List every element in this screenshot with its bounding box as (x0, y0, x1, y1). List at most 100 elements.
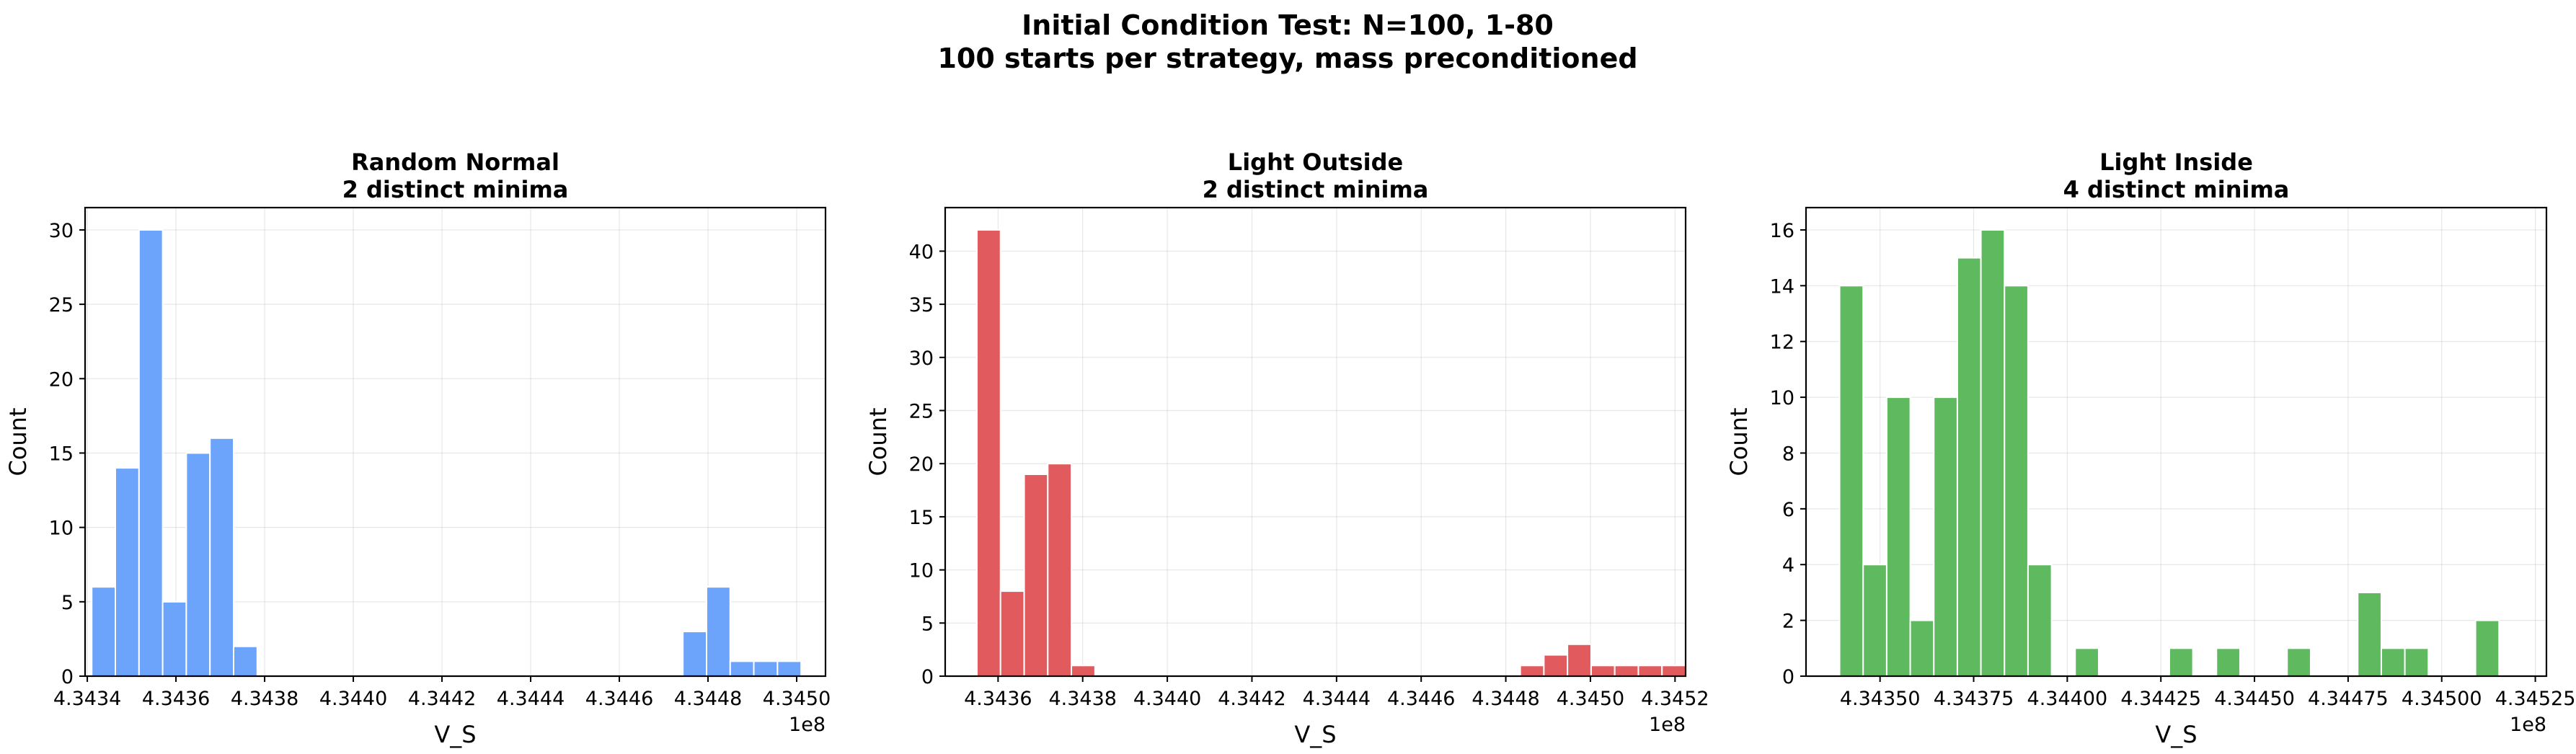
x-axis-label: V_S (1294, 721, 1336, 748)
x-axis-label: V_S (434, 721, 476, 748)
y-tick-label: 40 (909, 241, 934, 263)
histogram-bar (2004, 285, 2029, 678)
y-tick-label: 5 (921, 613, 934, 635)
histogram-bar (209, 437, 235, 677)
axes-frame (84, 206, 827, 678)
histogram-bar (776, 660, 802, 677)
x-tick-label: 4.34375 (1934, 688, 2014, 710)
panel-title-line1: Light Outside (1228, 148, 1403, 176)
x-tick-label: 4.3452 (1641, 688, 1709, 710)
histogram-bar (2168, 647, 2194, 677)
histogram-bar (233, 645, 258, 678)
y-tick-label: 20 (49, 368, 74, 391)
histogram-bar (2380, 647, 2406, 677)
x-tick-label: 4.34450 (2214, 688, 2295, 710)
y-tick-label: 10 (49, 518, 74, 540)
x-tick-label: 4.3444 (497, 688, 565, 710)
histogram-bars (91, 229, 802, 678)
panel-title-line1: Random Normal (351, 148, 559, 176)
x-offset-label: 1e8 (789, 714, 826, 736)
y-tick-label: 0 (1782, 666, 1794, 688)
y-tick-label: 10 (1770, 387, 1794, 409)
histogram-bar (185, 452, 211, 677)
histogram-bar (1862, 564, 1887, 677)
x-tick-label: 4.34525 (2495, 688, 2576, 710)
x-tick-label: 4.3442 (1218, 688, 1285, 710)
histogram-bar (138, 229, 164, 677)
x-tick-label: 4.3446 (585, 688, 653, 710)
x-tick-label: 4.3448 (1471, 688, 1539, 710)
panel-title-line2: 2 distinct minima (342, 176, 569, 203)
y-tick-label: 5 (61, 592, 74, 614)
subplot-3: 4.34350 4.34375 4.34400 4.34425 4.34450 4.344… (1725, 148, 2575, 748)
x-offset-label: 1e8 (1649, 714, 1686, 736)
histogram-bar (1933, 396, 1958, 677)
y-tick-label: 10 (909, 560, 934, 582)
subplots-container: 4.3434 4.3436 4.3438 4.3440 4.3442 4.3444 4.34… (4, 148, 2575, 748)
histogram-bar (1614, 665, 1639, 677)
x-tick-label: 4.3436 (964, 688, 1032, 710)
y-tick-label: 30 (909, 347, 934, 370)
x-tick-label: 4.3448 (674, 688, 742, 710)
histogram-bar (2404, 647, 2430, 677)
y-tick-label: 25 (49, 294, 74, 316)
histogram-bar (1885, 396, 1911, 677)
panel-title-line2: 2 distinct minima (1203, 176, 1429, 203)
x-tick-label: 4.34475 (2308, 688, 2389, 710)
histogram-bar (1838, 285, 1864, 678)
x-tick-label: 4.34500 (2402, 688, 2482, 710)
histogram-bar (2074, 647, 2099, 677)
histogram-bar (1519, 665, 1545, 677)
x-tick-label: 4.34350 (1840, 688, 1921, 710)
panel-title-line1: Light Inside (2099, 148, 2253, 176)
x-tick-label: 4.3438 (231, 688, 298, 710)
grid-lines (1806, 208, 2546, 677)
histogram-bar (753, 660, 779, 677)
subplot-1: 4.3434 4.3436 4.3438 4.3440 4.3442 4.3444 4.34… (4, 148, 831, 748)
x-axis-label: V_S (2155, 721, 2197, 748)
x-offset-label: 1e8 (2510, 714, 2546, 736)
figure-title-line1: Initial Condition Test: N=100, 1-80 (1022, 9, 1554, 41)
x-tick-label: 4.3442 (408, 688, 476, 710)
histogram-bar (1661, 665, 1687, 677)
y-axis-label: Count (1725, 407, 1753, 476)
histogram-bar (2357, 591, 2382, 678)
y-tick-label: 12 (1770, 332, 1794, 354)
histogram-bar (2216, 647, 2241, 677)
y-tick-label: 35 (909, 294, 934, 316)
histogram-bar (1590, 665, 1616, 677)
x-tick-label: 4.3440 (319, 688, 387, 710)
x-tick-label: 4.3444 (1303, 688, 1371, 710)
x-tick-label: 4.3438 (1048, 688, 1116, 710)
x-tick-label: 4.3446 (1387, 688, 1455, 710)
histogram-bar (161, 600, 187, 677)
x-tick-label: 4.3436 (142, 688, 210, 710)
histogram-bar (682, 631, 708, 677)
histogram-bar (706, 586, 731, 678)
y-axis-label: Count (864, 407, 892, 476)
histogram-bar (2027, 564, 2053, 677)
histogram-bar (1567, 643, 1592, 677)
y-tick-label: 15 (49, 443, 74, 465)
y-axis-label: Count (4, 407, 32, 476)
x-tick-label: 4.34425 (2120, 688, 2201, 710)
y-tick-label: 15 (909, 507, 934, 529)
figure-title-line2: 100 starts per strategy, mass preconditi… (937, 43, 1637, 74)
histogram-bar (91, 586, 117, 678)
histogram-bar (2286, 647, 2311, 677)
histogram-bar (1023, 473, 1049, 677)
x-tick-label: 4.3450 (1557, 688, 1624, 710)
histogram-bar (999, 590, 1025, 678)
y-tick-label: 16 (1770, 220, 1794, 242)
x-tick-label: 4.3434 (53, 688, 121, 710)
y-tick-label: 0 (61, 666, 74, 688)
histogram-bar (2474, 619, 2500, 677)
histogram-bar (115, 467, 140, 677)
y-tick-label: 6 (1782, 499, 1794, 521)
subplot-2: 4.3436 4.3438 4.3440 4.3442 4.3444 4.3446 4.34… (864, 148, 1709, 748)
histogram-bar (1956, 257, 1982, 677)
histogram-bar (1980, 229, 2006, 677)
x-tick-label: 4.3450 (763, 688, 831, 710)
histogram-bar (1543, 654, 1569, 678)
